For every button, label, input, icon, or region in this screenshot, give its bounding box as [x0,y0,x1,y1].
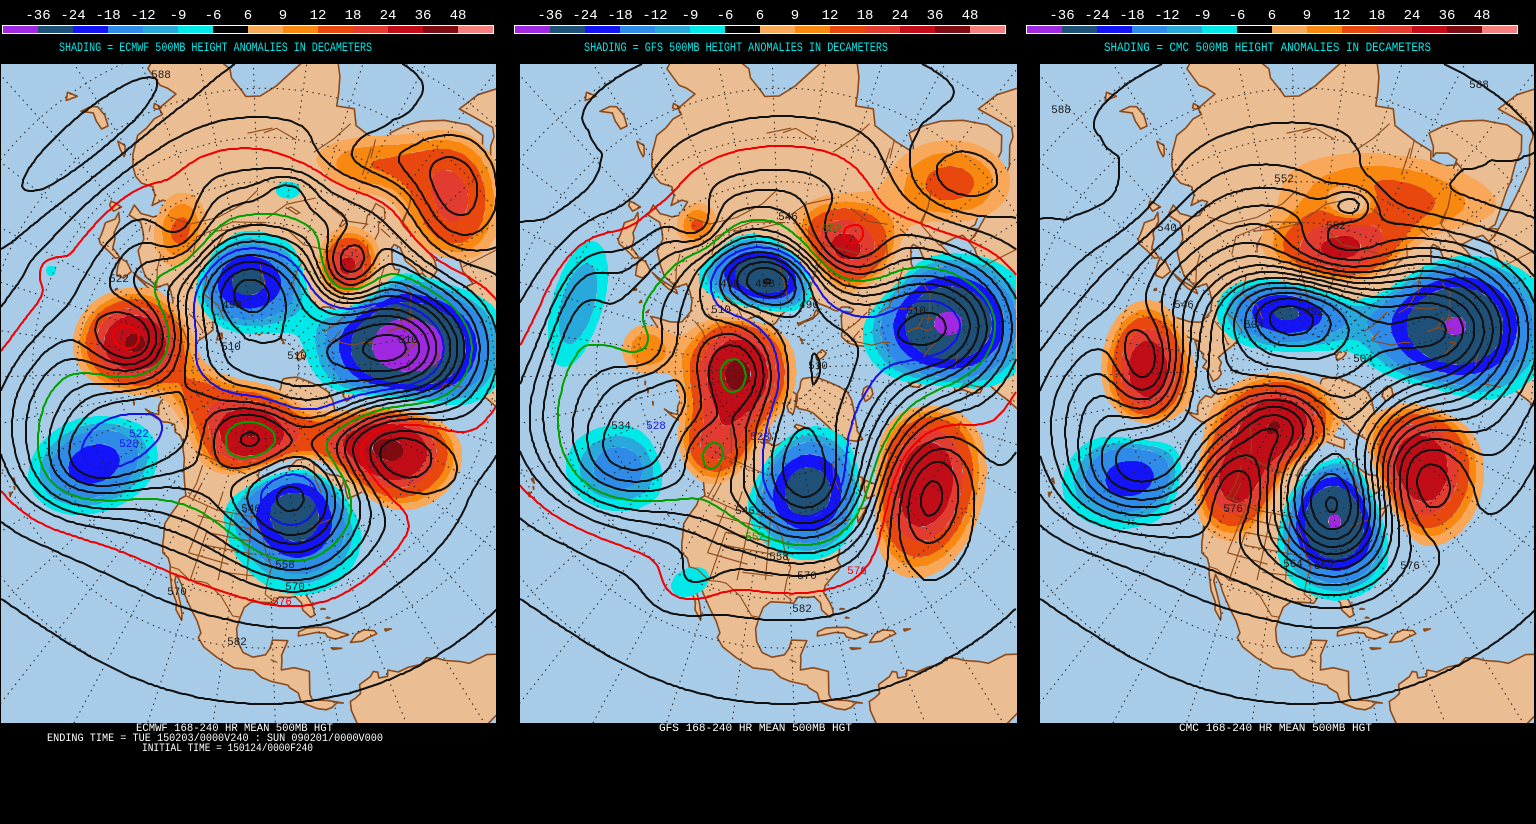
svg-text:48: 48 [1474,8,1491,24]
svg-text:-12: -12 [642,8,667,24]
svg-text:510: 510 [398,335,418,347]
svg-text:552: 552 [1314,561,1334,573]
svg-text:552: 552 [1274,174,1294,186]
svg-text:12: 12 [310,8,327,24]
svg-text:576: 576 [847,566,867,578]
svg-text:-36: -36 [537,8,562,24]
svg-text:534: 534 [611,421,631,433]
svg-text:12: 12 [1334,8,1351,24]
svg-text:552: 552 [1326,221,1346,233]
svg-text:12: 12 [822,8,839,24]
svg-text:9: 9 [1303,8,1311,24]
svg-text:6: 6 [756,8,764,24]
svg-text:546: 546 [1174,300,1194,312]
svg-text:558: 558 [275,560,295,572]
svg-text:510: 510 [711,305,731,317]
svg-text:SHADING = CMC 500MB HEIGHT ANO: SHADING = CMC 500MB HEIGHT ANOMALIES IN … [1104,40,1431,55]
svg-text:24: 24 [380,8,397,24]
svg-text:-24: -24 [60,8,85,24]
svg-text:552: 552 [745,532,765,544]
svg-text:-36: -36 [1049,8,1074,24]
svg-text:510: 510 [808,361,828,373]
svg-text:18: 18 [1369,8,1386,24]
svg-text:-36: -36 [25,8,50,24]
svg-text:528: 528 [119,439,139,451]
svg-text:-18: -18 [1119,8,1144,24]
svg-text:9: 9 [279,8,287,24]
svg-text:576: 576 [272,597,292,609]
svg-text:-18: -18 [607,8,632,24]
svg-text:-18: -18 [95,8,120,24]
svg-text:INITIAL TIME = 150124/0000F240: INITIAL TIME = 150124/0000F240 [142,743,313,755]
svg-text:CMC 168-240 HR MEAN 500MB HGT: CMC 168-240 HR MEAN 500MB HGT [1179,723,1372,735]
svg-text:510: 510 [221,342,241,354]
svg-text:-24: -24 [572,8,597,24]
svg-text:-9: -9 [682,8,699,24]
svg-text:SHADING = ECMWF 500MB HEIGHT A: SHADING = ECMWF 500MB HEIGHT ANOMALIES I… [59,40,372,55]
svg-text:-9: -9 [1194,8,1211,24]
svg-text:36: 36 [927,8,944,24]
svg-text:510: 510 [287,351,307,363]
svg-text:24: 24 [1404,8,1421,24]
svg-text:18: 18 [345,8,362,24]
svg-text:18: 18 [857,8,874,24]
svg-text:504: 504 [1244,320,1264,332]
svg-text:576: 576 [1400,561,1420,573]
svg-text:576: 576 [1223,504,1243,516]
svg-text:24: 24 [892,8,909,24]
svg-text:510: 510 [906,306,926,318]
svg-text:-12: -12 [1154,8,1179,24]
svg-text:588: 588 [151,70,171,82]
svg-text:498: 498 [755,279,775,291]
svg-text:588: 588 [1051,105,1071,117]
svg-text:546: 546 [778,212,798,224]
svg-text:GFS 168-240 HR MEAN 500MB HGT: GFS 168-240 HR MEAN 500MB HGT [659,723,852,735]
svg-text:-24: -24 [1084,8,1109,24]
svg-text:498: 498 [720,279,740,291]
svg-text:ECMWF 168-240 HR MEAN 500MB HG: ECMWF 168-240 HR MEAN 500MB HGT [136,723,333,735]
svg-text:522: 522 [129,429,149,441]
svg-text:48: 48 [450,8,467,24]
svg-text:6: 6 [244,8,252,24]
svg-text:522: 522 [109,274,129,286]
svg-text:6: 6 [1268,8,1276,24]
svg-text:570: 570 [285,582,305,594]
svg-text:588: 588 [1469,80,1489,92]
svg-text:582: 582 [227,637,247,649]
svg-text:552: 552 [822,224,842,236]
svg-text:492: 492 [1304,307,1324,319]
svg-text:SHADING = GFS 500MB HEIGHT ANO: SHADING = GFS 500MB HEIGHT ANOMALIES IN … [584,40,888,55]
svg-text:-9: -9 [170,8,187,24]
svg-text:ENDING TIME = TUE 150203/0000V: ENDING TIME = TUE 150203/0000V240 : SUN … [47,733,383,745]
svg-text:496: 496 [799,300,819,312]
svg-text:564: 564 [1283,559,1303,571]
svg-text:582: 582 [792,604,812,616]
svg-text:9: 9 [791,8,799,24]
svg-text:570: 570 [167,587,187,599]
svg-text:540: 540 [1157,223,1177,235]
svg-text:498: 498 [222,300,242,312]
svg-text:528: 528 [646,421,666,433]
svg-text:36: 36 [415,8,432,24]
svg-text:504: 504 [1353,354,1373,366]
svg-text:558: 558 [769,552,789,564]
svg-text:48: 48 [962,8,979,24]
svg-text:546: 546 [735,506,755,518]
svg-text:-6: -6 [205,8,222,24]
svg-text:-6: -6 [717,8,734,24]
svg-text:-12: -12 [130,8,155,24]
svg-text:546: 546 [241,504,261,516]
svg-text:-6: -6 [1229,8,1246,24]
svg-text:528: 528 [750,432,770,444]
svg-text:570: 570 [797,571,817,583]
svg-text:36: 36 [1439,8,1456,24]
